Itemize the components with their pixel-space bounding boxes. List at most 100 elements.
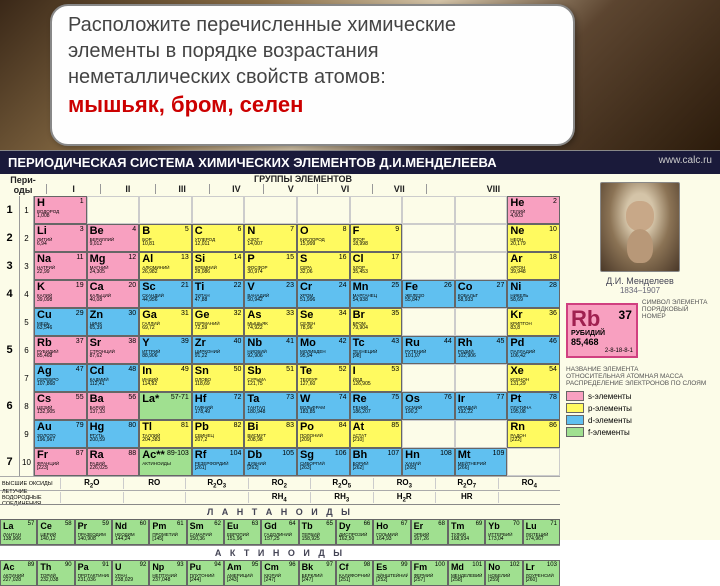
element-Po: Po84ПОЛОНИЙ[209] [297,420,350,448]
row-cells: Au79ЗОЛОТО196,967Hg80РТУТЬ200,59Tl81ТАЛЛ… [34,420,560,448]
element-Ca: Ca20КАЛЬЦИЙ40,08 [87,280,140,308]
empty-cell [192,196,245,224]
element-Hg: Hg80РТУТЬ200,59 [87,420,140,448]
legend-p-el: p-элементы [566,403,714,413]
element-Ge: Ge32ГЕРМАНИЙ72,59 [192,308,245,336]
row-number: 9 [20,420,34,448]
element-Tl: Tl81ТАЛЛИЙ204,383 [139,420,192,448]
element-Ir: Ir77ИРИДИЙ192,22 [455,392,508,420]
empty-cell [402,364,455,392]
period-number: 5 [0,336,20,364]
element-F: F9ФТОР18,998 [350,224,403,252]
element-Cm: Cm96КЮРИЙ[247] [261,560,298,586]
period-number: 7 [0,448,20,476]
element-In: In49ИНДИЙ114,82 [139,364,192,392]
element-Zn: Zn30ЦИНК65,39 [87,308,140,336]
element-Se: Se34СЕЛЕН78,96 [297,308,350,336]
period-number [0,308,20,336]
element-Pa: Pa91ПРОТАКТИНИЙ231,036 [75,560,112,586]
empty-cell [455,252,508,280]
element-Tm: Tm69ТУЛИЙ168,934 [448,519,485,545]
element-Na: Na11НАТРИЙ22,99 [34,252,87,280]
empty-cell [402,308,455,336]
element-Sc: Sc21СКАНДИЙ44,956 [139,280,192,308]
empty-cell [402,420,455,448]
row-number: 7 [20,364,34,392]
element-O: O8КИСЛОРОД15,999 [297,224,350,252]
element-Si: Si14КРЕМНИЙ28,086 [192,252,245,280]
element-Tb: Tb65ТЕРБИЙ158,925 [299,519,336,545]
question-text: Расположите перечисленные химические эле… [68,12,557,90]
rb-mass: 85,468 [571,337,633,347]
element-Rn: Rn86РАДОН[222] [507,420,560,448]
element-V: V23ВАНАДИЙ50,942 [244,280,297,308]
element-Cf: Cf98КАЛИФОРНИЙ[251] [336,560,373,586]
element-Ta: Ta73ТАНТАЛ180,948 [244,392,297,420]
element-Be: Be4БЕРИЛЛИЙ9,012 [87,224,140,252]
empty-cell [297,196,350,224]
question-line2: элементы в порядке возрастания [68,40,379,62]
mendeleev-years: 1834–1907 [566,286,714,295]
period-row: 33Na11НАТРИЙ22,99Mg12МАГНИЙ24,305Al13АЛЮ… [0,252,560,280]
example-cell-rb: Rb 37 РУБИДИЙ 85,468 2-8-18-8-1 [566,303,638,358]
rb-name: РУБИДИЙ [571,330,633,337]
element-Gd: Gd64ГАДОЛИНИЙ157,25 [261,519,298,545]
element-No: No102НОБЕЛИЙ[259] [485,560,522,586]
empty-cell [455,420,508,448]
element-La*: La*57-71 [139,392,192,420]
element-Pm: Pm61ПРОМЕТИЙ[145] [149,519,186,545]
rb-number: 37 [619,308,632,322]
period-number: 1 [0,196,20,224]
empty-cell [402,224,455,252]
element-Ar: Ar18АРГОН39,948 [507,252,560,280]
period-row: 56Rb37РУБИДИЙ85,468Sr38СТРОНЦИЙ87,62Y39И… [0,336,560,364]
element-Sm: Sm62САМАРИЙ150,36 [187,519,224,545]
element-Bk: Bk97БЕРКЛИЙ[247] [299,560,336,586]
element-Sb: Sb51СУРЬМА121,75 [244,364,297,392]
element-Fm: Fm100ФЕРМИЙ[257] [411,560,448,586]
row-number: 2 [20,224,34,252]
element-Db: Db105ДУБНИЙ[262] [244,448,297,476]
period-number [0,420,20,448]
row-cells: Na11НАТРИЙ22,99Mg12МАГНИЙ24,305Al13АЛЮМИ… [34,252,560,280]
row-cells: Li3ЛИТИЙ6,94Be4БЕРИЛЛИЙ9,012B5БОР10,81C6… [34,224,560,252]
table-wrap: Пери-оды ГРУППЫ ЭЛЕМЕНТОВ IIIIIIIVVVIVII… [0,174,720,586]
period-row: 22Li3ЛИТИЙ6,94Be4БЕРИЛЛИЙ9,012B5БОР10,81… [0,224,560,252]
table-url: www.calc.ru [659,155,712,170]
empty-cell [402,196,455,224]
empty-cell [139,196,192,224]
element-Cs: Cs55ЦЕЗИЙ132,905 [34,392,87,420]
question-line3: неметаллических свойств атомов: [68,66,386,88]
question-elements: мышьяк, бром, селен [68,92,557,118]
ptable-rows: 11H1ВОДОРОД1,008He2ГЕЛИЙ4,00322Li3ЛИТИЙ6… [0,196,560,476]
legend-d-el: d-элементы [566,415,714,425]
element-Y: Y39ИТТРИЙ88,906 [139,336,192,364]
element-I: I53ЙОД126,905 [350,364,403,392]
row-cells: Fr87ФРАНЦИЙ[223]Ra88РАДИЙ226,025Ac**89-1… [34,448,560,476]
element-Os: Os76ОСМИЙ190,2 [402,392,455,420]
row-cells: H1ВОДОРОД1,008He2ГЕЛИЙ4,003 [34,196,560,224]
group-II: II [100,184,154,194]
element-Es: Es99ЭЙНШТЕЙНИЙ[252] [373,560,410,586]
element-Mg: Mg12МАГНИЙ24,305 [87,252,140,280]
element-C: C6УГЛЕРОД12,011 [192,224,245,252]
element-Th: Th90ТОРИЙ232,038 [37,560,74,586]
element-Kr: Kr36КРИПТОН83,8 [507,308,560,336]
element-Cd: Cd48КАДМИЙ112,41 [87,364,140,392]
period-row: 5Cu29МЕДЬ63,546Zn30ЦИНК65,39Ga31ГАЛЛИЙ69… [0,308,560,336]
period-row: 44K19КАЛИЙ39,098Ca20КАЛЬЦИЙ40,08Sc21СКАН… [0,280,560,308]
element-Li: Li3ЛИТИЙ6,94 [34,224,87,252]
row-cells: K19КАЛИЙ39,098Ca20КАЛЬЦИЙ40,08Sc21СКАНДИ… [34,280,560,308]
legend-s-el: s-элементы [566,391,714,401]
oxides-row: ВЫСШИЕ ОКСИДЫ R2OROR2O3RO2R2O5RO3R2O7RO4 [0,476,560,490]
legend-colors: s-элементыp-элементыd-элементыf-элементы [566,391,714,437]
group-IV: IV [209,184,263,194]
element-He: He2ГЕЛИЙ4,003 [507,196,560,224]
element-Hn: Hn108ХАНИЙ[265] [402,448,455,476]
row-cells: Cs55ЦЕЗИЙ132,905Ba56БАРИЙ137,33La*57-71H… [34,392,560,420]
element-Mn: Mn25МАРГАНЕЦ54,938 [350,280,403,308]
row-number: 1 [20,196,34,224]
element-Ac: Ac89АКТИНИЙ227,028 [0,560,37,586]
element-Tc: Tc43ТЕХНЕЦИЙ[98] [350,336,403,364]
element-Ba: Ba56БАРИЙ137,33 [87,392,140,420]
